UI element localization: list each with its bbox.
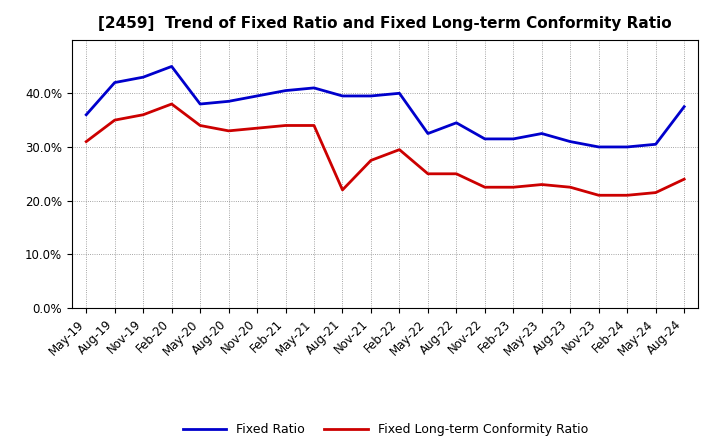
Fixed Ratio bbox=[509, 136, 518, 142]
Fixed Ratio bbox=[480, 136, 489, 142]
Fixed Long-term Conformity Ratio bbox=[623, 193, 631, 198]
Fixed Long-term Conformity Ratio bbox=[680, 176, 688, 182]
Fixed Long-term Conformity Ratio bbox=[595, 193, 603, 198]
Fixed Long-term Conformity Ratio bbox=[82, 139, 91, 144]
Fixed Ratio bbox=[225, 99, 233, 104]
Fixed Long-term Conformity Ratio bbox=[225, 128, 233, 133]
Fixed Ratio bbox=[139, 74, 148, 80]
Fixed Long-term Conformity Ratio bbox=[537, 182, 546, 187]
Fixed Long-term Conformity Ratio bbox=[282, 123, 290, 128]
Fixed Long-term Conformity Ratio bbox=[338, 187, 347, 193]
Fixed Ratio bbox=[652, 142, 660, 147]
Fixed Long-term Conformity Ratio bbox=[167, 101, 176, 106]
Fixed Ratio bbox=[366, 93, 375, 99]
Fixed Long-term Conformity Ratio bbox=[253, 125, 261, 131]
Fixed Ratio bbox=[253, 93, 261, 99]
Fixed Ratio bbox=[167, 64, 176, 69]
Fixed Ratio bbox=[196, 101, 204, 106]
Fixed Long-term Conformity Ratio bbox=[423, 171, 432, 176]
Fixed Long-term Conformity Ratio bbox=[366, 158, 375, 163]
Fixed Long-term Conformity Ratio bbox=[110, 117, 119, 123]
Fixed Long-term Conformity Ratio bbox=[652, 190, 660, 195]
Fixed Ratio bbox=[423, 131, 432, 136]
Fixed Long-term Conformity Ratio bbox=[139, 112, 148, 117]
Fixed Long-term Conformity Ratio bbox=[452, 171, 461, 176]
Fixed Long-term Conformity Ratio bbox=[566, 185, 575, 190]
Fixed Long-term Conformity Ratio bbox=[509, 185, 518, 190]
Line: Fixed Long-term Conformity Ratio: Fixed Long-term Conformity Ratio bbox=[86, 104, 684, 195]
Fixed Ratio bbox=[82, 112, 91, 117]
Fixed Long-term Conformity Ratio bbox=[310, 123, 318, 128]
Fixed Ratio bbox=[680, 104, 688, 109]
Title: [2459]  Trend of Fixed Ratio and Fixed Long-term Conformity Ratio: [2459] Trend of Fixed Ratio and Fixed Lo… bbox=[99, 16, 672, 32]
Fixed Ratio bbox=[310, 85, 318, 91]
Fixed Ratio bbox=[537, 131, 546, 136]
Fixed Ratio bbox=[623, 144, 631, 150]
Fixed Ratio bbox=[595, 144, 603, 150]
Fixed Ratio bbox=[282, 88, 290, 93]
Fixed Ratio bbox=[338, 93, 347, 99]
Fixed Long-term Conformity Ratio bbox=[196, 123, 204, 128]
Legend: Fixed Ratio, Fixed Long-term Conformity Ratio: Fixed Ratio, Fixed Long-term Conformity … bbox=[178, 418, 593, 440]
Fixed Long-term Conformity Ratio bbox=[480, 185, 489, 190]
Fixed Ratio bbox=[452, 120, 461, 125]
Fixed Ratio bbox=[110, 80, 119, 85]
Line: Fixed Ratio: Fixed Ratio bbox=[86, 66, 684, 147]
Fixed Ratio bbox=[395, 91, 404, 96]
Fixed Long-term Conformity Ratio bbox=[395, 147, 404, 152]
Fixed Ratio bbox=[566, 139, 575, 144]
